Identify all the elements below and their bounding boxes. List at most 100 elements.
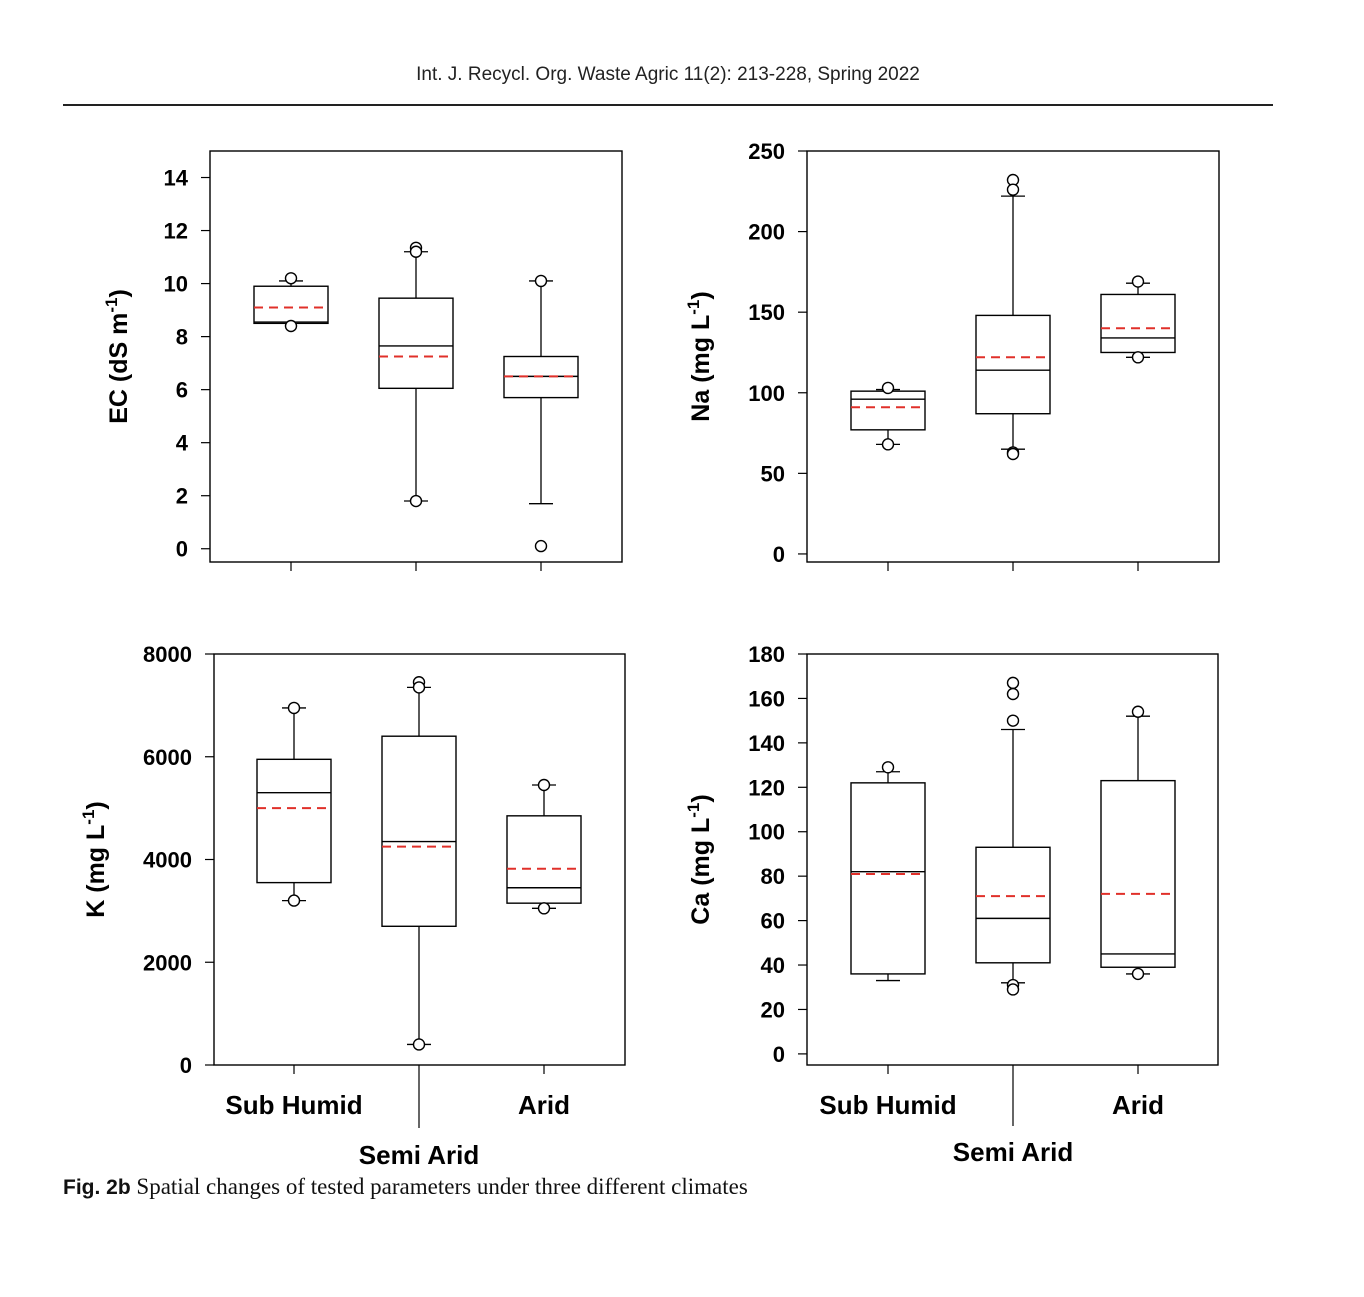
k-ylabel-tail: ) (82, 801, 110, 809)
na-ytick-label: 200 (748, 220, 785, 245)
outlier-point (409, 245, 423, 258)
k-box-1 (381, 676, 457, 1051)
iqr-box (253, 285, 329, 325)
ec-panel: 0 2 4 6 8 10 12 14 EC (dS m-1) (102, 150, 623, 571)
outlier-point (287, 894, 301, 907)
na-ytick-label: 150 (748, 300, 785, 325)
k-ytick-label: 6000 (143, 745, 192, 770)
ec-box-1 (378, 241, 454, 508)
na-ytick-label: 100 (748, 381, 785, 406)
ca-ytick-label: 120 (748, 775, 785, 800)
ca-ytick-label: 0 (773, 1042, 785, 1067)
ec-ytick-label: 0 (176, 537, 188, 562)
outlier-point (1131, 275, 1145, 288)
outlier-point (1006, 447, 1020, 461)
outlier-point (1131, 705, 1145, 718)
k-xcat-label-middle: Semi Arid (359, 1140, 479, 1170)
ca-box-2 (1100, 705, 1176, 981)
k-ylabel-sup: -1 (79, 810, 98, 825)
ec-ytick-label: 2 (176, 484, 188, 509)
ca-panel: 0 20 40 60 80 100 120 140 160 180 Ca (mg L-1) Sub H… (684, 642, 1219, 1167)
ca-ytick-label: 100 (748, 820, 785, 845)
outlier-point (1006, 183, 1020, 196)
iqr-box (850, 782, 926, 975)
ec-ytick-label: 4 (176, 431, 189, 456)
outlier-point (1006, 983, 1020, 996)
caption-text: Spatial changes of tested parameters und… (136, 1174, 748, 1199)
ca-xcat-label: Arid (1112, 1090, 1164, 1120)
k-ytick-label: 4000 (143, 848, 192, 873)
ec-box-2 (503, 274, 579, 553)
ec-ytick-label: 14 (164, 166, 189, 191)
k-box-0 (256, 701, 332, 907)
outlier-point (1006, 714, 1020, 727)
ec-ylabel-main: EC (dS m (105, 313, 133, 424)
ca-xcat-label-middle: Semi Arid (953, 1137, 1073, 1167)
ec-box-0 (253, 272, 329, 333)
iqr-box (975, 314, 1051, 415)
header-rule (63, 104, 1273, 106)
ca-box-0 (850, 761, 926, 982)
ca-ylabel: Ca (mg L-1) (684, 794, 715, 924)
na-ytick-label: 0 (773, 542, 785, 567)
ca-box-1 (975, 676, 1051, 996)
ca-ytick-label: 20 (761, 997, 785, 1022)
ca-xcat-label: Sub Humid (819, 1090, 956, 1120)
iqr-box (381, 735, 457, 927)
k-panel: 0 2000 4000 6000 8000 K (mg L-1) Sub Humid Arid… (79, 642, 626, 1170)
iqr-box (506, 815, 582, 904)
outlier-point (537, 778, 551, 792)
k-ytick-label: 0 (180, 1053, 192, 1078)
outlier-point (537, 902, 551, 915)
outlier-point (284, 272, 298, 285)
k-box-2 (506, 778, 582, 915)
ec-ytick-label: 6 (176, 378, 188, 403)
na-box-2 (1100, 275, 1176, 364)
caption-label: Fig. 2b (63, 1176, 131, 1199)
ec-ytick-label: 8 (176, 325, 188, 350)
outlier-point (1006, 676, 1020, 690)
iqr-box (1100, 779, 1176, 968)
ca-ylabel-sup: -1 (684, 803, 703, 818)
na-panel: 0 50 100 150 200 250 Na (mg L-1) (684, 139, 1220, 571)
outlier-point (284, 319, 298, 333)
iqr-box (975, 846, 1051, 964)
ca-ytick-label: 180 (748, 642, 785, 667)
k-xcat-label: Sub Humid (225, 1090, 362, 1120)
outlier-point (1006, 687, 1020, 701)
outlier-point (412, 1038, 426, 1051)
na-ytick-label: 250 (748, 139, 785, 164)
na-ylabel-sup: -1 (684, 300, 703, 315)
k-ytick-label: 2000 (143, 950, 192, 975)
outlier-point (881, 761, 895, 774)
outlier-point (534, 274, 548, 288)
ca-ylabel-main: Ca (mg L (687, 818, 715, 925)
ec-ylabel: EC (dS m-1) (102, 289, 133, 424)
iqr-box (1100, 293, 1176, 354)
outlier-point (287, 701, 301, 715)
outlier-point (412, 681, 426, 694)
iqr-box (256, 758, 332, 884)
iqr-box (850, 390, 926, 431)
outlier-point (409, 494, 423, 508)
k-ylabel-main: K (mg L (82, 825, 110, 918)
ec-ylabel-sup: -1 (102, 298, 121, 313)
outlier-point (1131, 351, 1145, 364)
ca-ytick-label: 60 (761, 909, 785, 934)
na-ylabel-tail: ) (687, 291, 715, 299)
ec-ylabel-tail: ) (105, 289, 133, 297)
k-xcat-label: Arid (518, 1090, 570, 1120)
iqr-box (378, 297, 454, 390)
outlier-point (534, 539, 548, 553)
outlier-point (1131, 967, 1145, 981)
outlier-point (881, 381, 895, 395)
na-ylabel-main: Na (mg L (687, 315, 715, 422)
k-ytick-label: 8000 (143, 642, 192, 667)
ca-ytick-label: 160 (748, 686, 785, 711)
ca-ylabel-tail: ) (687, 794, 715, 802)
na-ylabel: Na (mg L-1) (684, 291, 715, 421)
k-ylabel: K (mg L-1) (79, 801, 110, 918)
na-box-1 (975, 173, 1051, 461)
figure-caption: Fig. 2b Spatial changes of tested parame… (63, 1174, 748, 1200)
